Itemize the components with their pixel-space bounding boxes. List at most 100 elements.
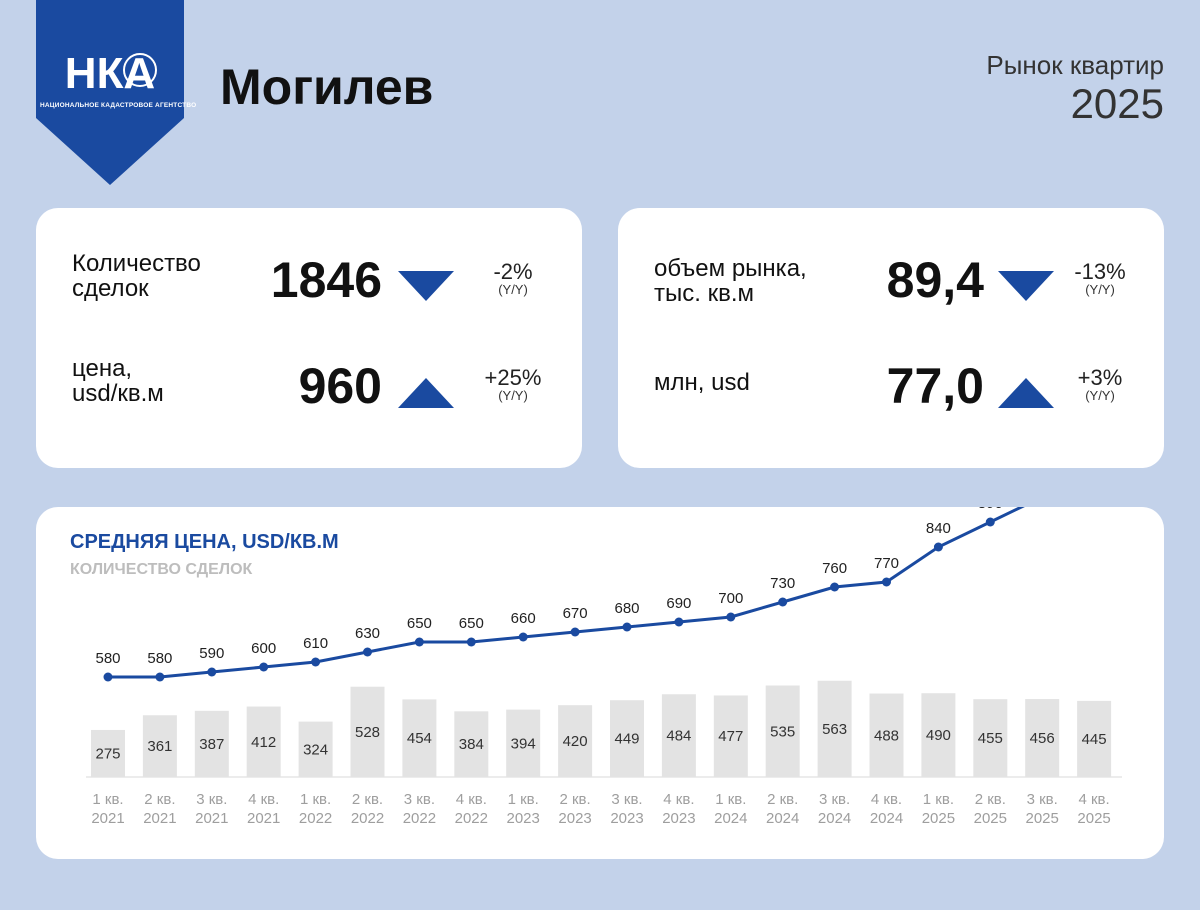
bar-label: 449 (614, 731, 639, 748)
bar-label: 484 (666, 728, 691, 745)
bar-label: 384 (459, 736, 484, 753)
metric-change-value: -13% (1074, 259, 1126, 284)
metric-label: Количество сделок (72, 250, 201, 302)
line-point (570, 627, 580, 637)
bar-label: 456 (1030, 730, 1055, 747)
x-tick-label: 1 кв. (300, 791, 331, 808)
metric-value: 77,0 (886, 358, 984, 414)
bar-label: 477 (718, 728, 743, 745)
x-tick-label: 4 кв. (663, 791, 694, 808)
arrow-down-icon (998, 271, 1054, 301)
bar-label: 387 (199, 736, 224, 753)
bar (506, 709, 541, 777)
bar (610, 700, 644, 777)
bar (1025, 699, 1060, 777)
x-tick-label: 3 кв. (819, 791, 850, 808)
metric-change: +3% (Y/Y) (1060, 367, 1140, 403)
x-tick-label: 2023 (558, 810, 591, 827)
line-point-label: 690 (666, 595, 691, 612)
header-right: Рынок квартир 2025 (986, 50, 1164, 128)
bar (921, 693, 956, 777)
header-year: 2025 (1070, 80, 1164, 127)
line-point-label: 760 (822, 560, 847, 577)
x-tick-label: 2025 (1026, 810, 1059, 827)
bar (558, 705, 593, 777)
line-point (207, 667, 217, 677)
arrow-up-icon (398, 378, 454, 408)
line-point-label: 840 (926, 520, 951, 537)
line-point-label: 890 (978, 507, 1003, 512)
line-point-label: 600 (251, 640, 276, 657)
x-tick-label: 2024 (870, 810, 903, 827)
x-tick-label: 1 кв. (508, 791, 539, 808)
line-point (259, 662, 269, 672)
x-tick-label: 2025 (974, 810, 1007, 827)
metric-change-note: (Y/Y) (1085, 282, 1115, 297)
bar-label: 528 (355, 724, 380, 741)
line-point-label: 610 (303, 635, 328, 652)
x-tick-label: 4 кв. (871, 791, 902, 808)
x-tick-label: 2 кв. (559, 791, 590, 808)
bar (454, 711, 489, 777)
metric-label: млн, usd (654, 369, 750, 396)
x-tick-label: 1 кв. (923, 791, 954, 808)
metric-change: -2% (Y/Y) (473, 261, 553, 297)
metric-usd: млн, usd 77,0 +3% (Y/Y) (618, 350, 1164, 430)
x-tick-label: 2 кв. (975, 791, 1006, 808)
metric-change-value: +3% (1077, 365, 1123, 390)
price-line (108, 507, 1025, 679)
metric-change: +25% (Y/Y) (473, 367, 553, 403)
metric-value: 960 (298, 358, 382, 414)
metric-change: -13% (Y/Y) (1060, 261, 1140, 297)
line-point-label: 660 (511, 610, 536, 627)
x-tick-label: 2 кв. (352, 791, 383, 808)
bar (194, 710, 229, 777)
arrow-down-icon (398, 271, 454, 301)
x-tick-label: 4 кв. (456, 791, 487, 808)
x-tick-label: 3 кв. (1027, 791, 1058, 808)
bar-label: 324 (303, 741, 328, 758)
chart-title: СРЕДНЯЯ ЦЕНА, USD/КВ.М (70, 531, 339, 553)
x-tick-label: 2 кв. (767, 791, 798, 808)
bar (765, 685, 800, 777)
bar-label: 394 (511, 735, 536, 752)
line-point-label: 650 (459, 615, 484, 632)
x-tick-label: 3 кв. (611, 791, 642, 808)
x-tick-label: 4 кв. (1078, 791, 1109, 808)
line-point-label: 670 (563, 605, 588, 622)
bar (402, 699, 437, 777)
line-point (155, 672, 165, 682)
x-tick-label: 1 кв. (715, 791, 746, 808)
x-tick-label: 2023 (610, 810, 643, 827)
line-point-label: 680 (614, 600, 639, 617)
line-point (985, 517, 995, 527)
combo-chart: 275 1 кв. 2021 361 2 кв. 2021 387 3 кв. 2021 412 4… (86, 507, 1122, 827)
metric-change-value: -2% (493, 259, 533, 284)
x-tick-label: 2025 (922, 810, 955, 827)
line-point (414, 637, 424, 647)
bar (246, 706, 281, 777)
x-tick-label: 2 кв. (144, 791, 175, 808)
bar (350, 686, 385, 777)
metrics-card-left: Количество сделок 1846 -2% (Y/Y) цена, u… (36, 208, 582, 468)
line-point (518, 632, 528, 642)
bar-label: 420 (563, 733, 588, 750)
metric-label: объем рынка, тыс. кв.м (654, 255, 807, 307)
x-tick-label: 3 кв. (404, 791, 435, 808)
bar (713, 695, 748, 777)
line-point-label: 650 (407, 615, 432, 632)
line-point (674, 617, 684, 627)
line-point-label: 580 (147, 650, 172, 667)
bar (142, 715, 177, 777)
x-tick-label: 2021 (91, 810, 124, 827)
line-point (830, 582, 840, 592)
logo-shield-icon: НКА (36, 0, 184, 185)
bar (973, 699, 1008, 777)
line-point (466, 637, 476, 647)
bar-label: 563 (822, 721, 847, 738)
line-point-label: 630 (355, 625, 380, 642)
x-tick-label: 2021 (143, 810, 176, 827)
bar-label: 488 (874, 727, 899, 744)
metric-change-value: +25% (484, 365, 542, 390)
bar-label: 490 (926, 727, 951, 744)
